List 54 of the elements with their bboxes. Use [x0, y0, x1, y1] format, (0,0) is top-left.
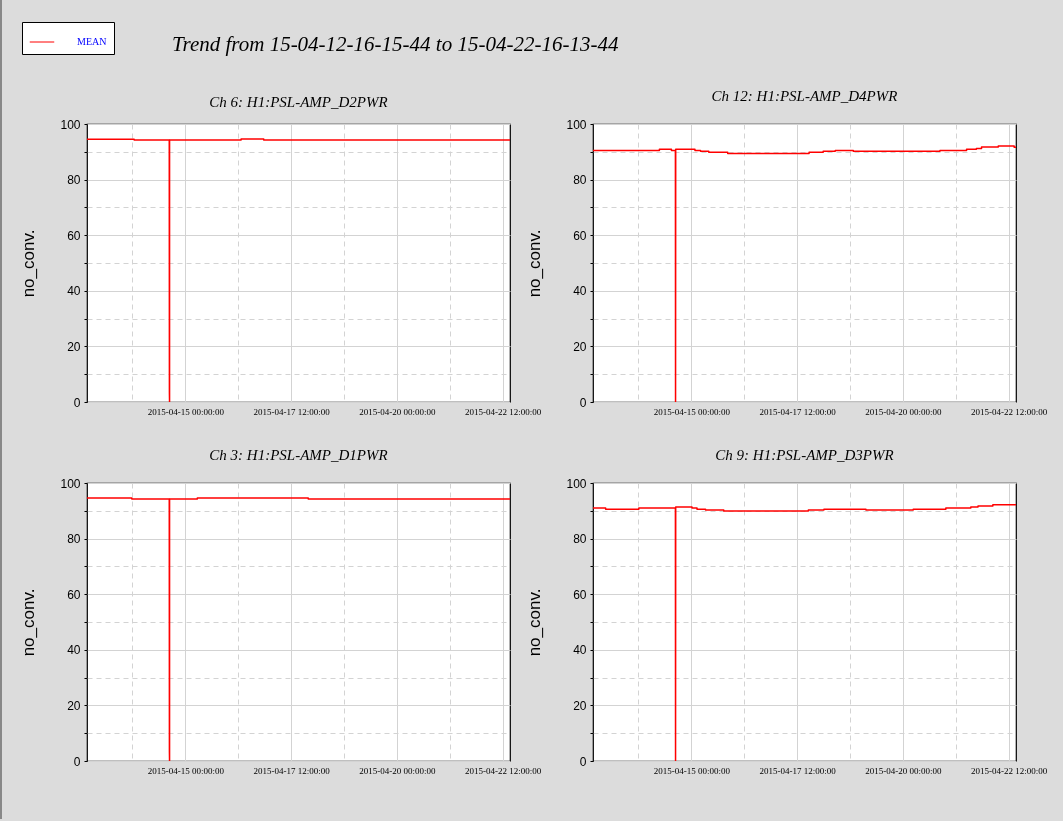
y-tick-label: 60 [67, 228, 81, 243]
y-tick-label: 60 [573, 587, 587, 602]
y-tick-label: 20 [67, 339, 81, 354]
y-tick-label: 100 [566, 476, 587, 491]
chart-title: Ch 12: H1:PSL-AMP_D4PWR [711, 88, 898, 104]
line-series [87, 497, 510, 761]
y-tick-label: 40 [573, 643, 587, 658]
y-tick-label: 20 [573, 339, 587, 354]
y-tick-label: 100 [60, 476, 81, 491]
x-tick-label: 2015-04-22 12:00:00 [970, 406, 1048, 417]
chart-title: Ch 9: H1:PSL-AMP_D3PWR [715, 447, 894, 463]
text: Trend from 15-04-12-16-15-44 to 15-04-22-16-13-44 [172, 32, 619, 57]
x-tick-label: 2015-04-15 00:00:00 [653, 406, 731, 417]
y-tick-label: 40 [67, 643, 81, 658]
x-tick-label: 2015-04-17 12:00:00 [253, 406, 331, 417]
y-tick-label: 0 [579, 395, 587, 410]
y-axis-title: no_conv. [19, 588, 39, 657]
x-tick-label: 2015-04-15 00:00:00 [147, 765, 225, 776]
line-series [87, 138, 510, 402]
x-tick-label: 2015-04-22 12:00:00 [970, 765, 1048, 776]
y-tick-label: 80 [573, 532, 587, 547]
x-tick-label: 2015-04-17 12:00:00 [759, 765, 837, 776]
y-axis-title: no_conv. [525, 588, 545, 657]
chart-title: Ch 3: H1:PSL-AMP_D1PWR [209, 447, 388, 463]
y-tick-label: 40 [573, 284, 587, 299]
y-tick-label: 20 [573, 698, 587, 713]
x-tick-label: 2015-04-20 00:00:00 [865, 765, 942, 776]
x-tick-label: 2015-04-20 00:00:00 [359, 406, 436, 417]
y-tick-label: 80 [67, 532, 81, 547]
x-tick-label: 2015-04-22 12:00:00 [464, 406, 542, 417]
y-tick-label: 60 [573, 228, 587, 243]
line-series [593, 503, 1016, 761]
y-tick-label: 60 [67, 587, 81, 602]
line-series [593, 145, 1016, 402]
chart-title: Ch 6: H1:PSL-AMP_D2PWR [209, 93, 388, 110]
y-tick-label: 20 [67, 698, 81, 713]
y-tick-label: 100 [60, 117, 81, 132]
x-tick-label: 2015-04-20 00:00:00 [359, 765, 436, 776]
x-tick-label: 2015-04-22 12:00:00 [464, 765, 542, 776]
x-tick-label: 2015-04-15 00:00:00 [653, 765, 731, 776]
y-axis-title: no_conv. [19, 229, 39, 298]
y-tick-label: 0 [73, 395, 81, 410]
y-tick-label: 100 [566, 117, 587, 132]
x-tick-label: 2015-04-15 00:00:00 [147, 406, 225, 417]
y-tick-label: 80 [67, 173, 81, 188]
x-tick-label: 2015-04-17 12:00:00 [759, 406, 837, 417]
y-tick-label: 0 [73, 754, 81, 769]
y-tick-label: 0 [579, 754, 587, 769]
y-tick-label: 40 [67, 284, 81, 299]
y-tick-label: 80 [573, 173, 587, 188]
x-tick-label: 2015-04-20 00:00:00 [865, 406, 942, 417]
x-tick-label: 2015-04-17 12:00:00 [253, 765, 331, 776]
y-axis-title: no_conv. [525, 229, 545, 298]
legend-label: MEAN [77, 36, 107, 47]
